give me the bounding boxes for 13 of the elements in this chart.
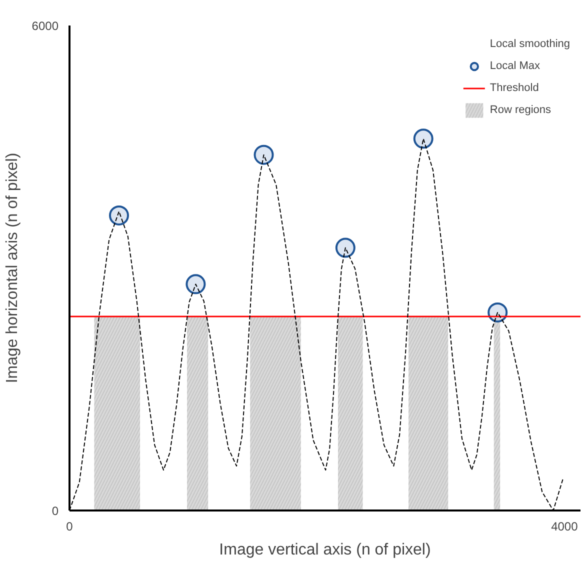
point	[413, 128, 434, 149]
y-axis-title: Image horizontal axis (n of pixel)	[4, 152, 21, 384]
point	[335, 238, 356, 258]
point	[108, 205, 129, 226]
legend-label: Row regions	[490, 104, 552, 116]
x-axis-title: Image vertical axis (n of pixel)	[219, 542, 431, 558]
annotation: Local smoothing	[490, 38, 570, 50]
legend-label: Threshold	[490, 82, 539, 94]
point	[254, 144, 274, 165]
x-tick-label: 4000	[551, 520, 578, 534]
point	[186, 274, 206, 294]
legend-label: Local Max	[490, 60, 540, 72]
y-tick-label: 6000	[32, 19, 59, 33]
